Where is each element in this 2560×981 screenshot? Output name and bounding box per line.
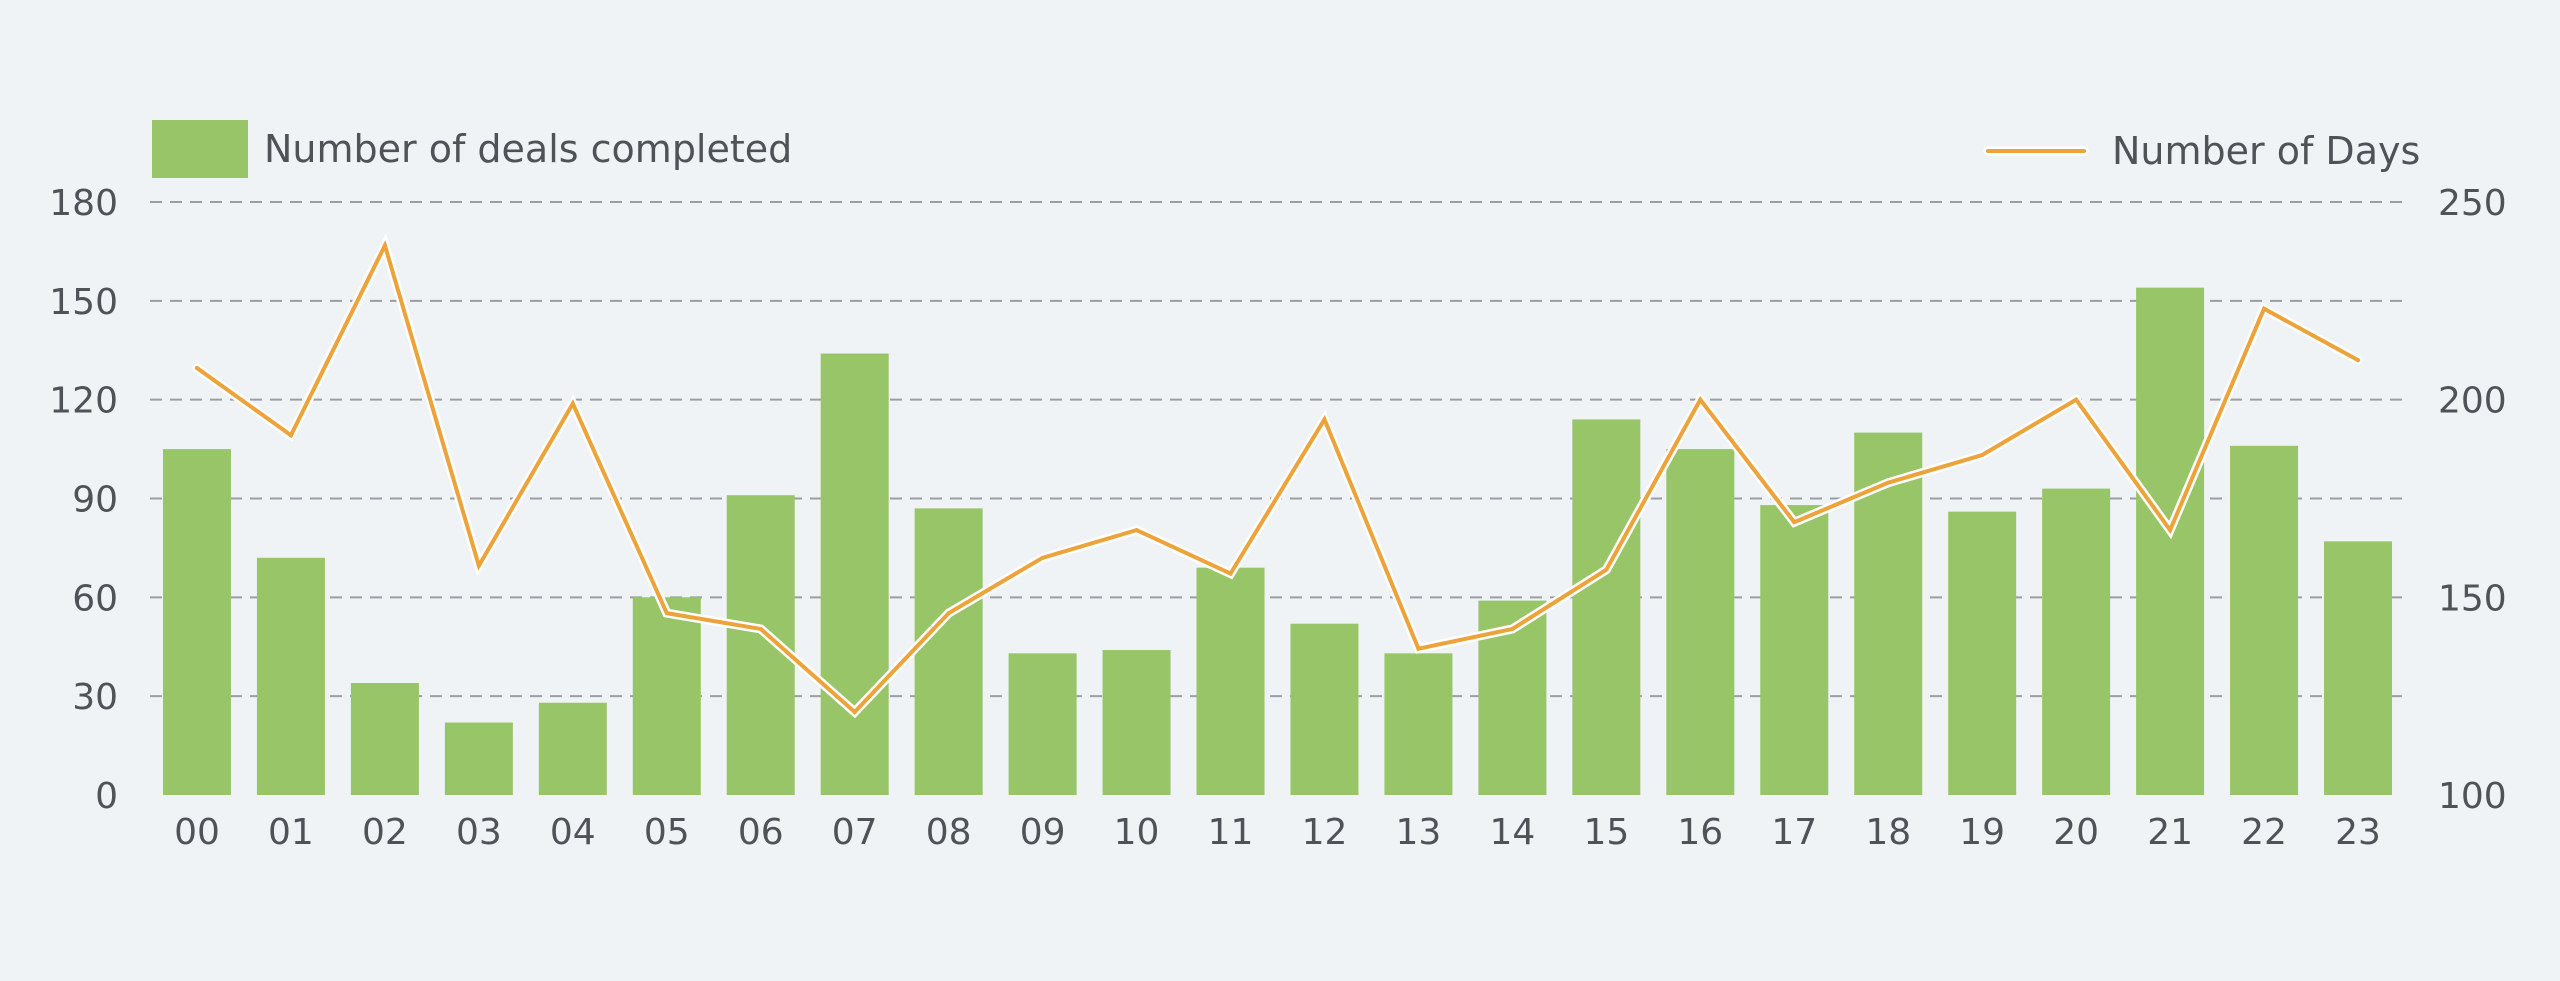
x-tick-label: 00 bbox=[174, 812, 220, 853]
bar bbox=[914, 508, 983, 795]
line-point bbox=[1040, 555, 1045, 560]
y-right-tick-label: 250 bbox=[2438, 183, 2507, 224]
legend-days: Number of Days bbox=[1983, 129, 2420, 173]
x-tick-label: 21 bbox=[2147, 812, 2193, 853]
y-axis-right: 100 150 200 250 bbox=[2438, 183, 2507, 817]
line-point bbox=[1228, 571, 1233, 576]
line-point bbox=[1886, 480, 1891, 485]
bar bbox=[1760, 505, 1829, 795]
line-point bbox=[2356, 358, 2361, 363]
x-tick-label: 05 bbox=[644, 812, 690, 853]
x-tick-label: 02 bbox=[362, 812, 408, 853]
x-tick-label: 11 bbox=[1208, 812, 1254, 853]
bar bbox=[2230, 445, 2299, 795]
y-left-tick-label: 180 bbox=[49, 183, 118, 224]
line-point bbox=[2262, 306, 2267, 311]
line-point bbox=[194, 366, 199, 371]
bar-series-deals bbox=[162, 287, 2393, 795]
line-point bbox=[1322, 417, 1327, 422]
line-point bbox=[1698, 397, 1703, 402]
y-left-tick-label: 0 bbox=[95, 776, 118, 817]
bar bbox=[1196, 567, 1265, 795]
y-left-tick-label: 90 bbox=[72, 480, 118, 521]
y-left-tick-label: 30 bbox=[72, 677, 118, 718]
y-left-tick-label: 120 bbox=[49, 381, 118, 422]
line-point bbox=[2168, 528, 2173, 533]
x-tick-label: 10 bbox=[1114, 812, 1160, 853]
line-point bbox=[476, 563, 481, 568]
x-tick-label: 14 bbox=[1489, 812, 1535, 853]
x-tick-label: 03 bbox=[456, 812, 502, 853]
bar bbox=[538, 702, 607, 795]
y-right-tick-label: 150 bbox=[2438, 578, 2507, 619]
bar bbox=[820, 353, 889, 795]
line-halo bbox=[192, 233, 2363, 719]
y-left-tick-label: 150 bbox=[49, 282, 118, 323]
bar bbox=[1666, 449, 1735, 795]
x-tick-label: 06 bbox=[738, 812, 784, 853]
line-point bbox=[2074, 397, 2079, 402]
x-tick-label: 15 bbox=[1583, 812, 1629, 853]
bar bbox=[162, 449, 231, 795]
x-tick-label: 22 bbox=[2241, 812, 2287, 853]
bar bbox=[1008, 653, 1077, 795]
legend-deals-swatch bbox=[152, 120, 248, 178]
x-tick-label: 18 bbox=[1865, 812, 1911, 853]
line-point bbox=[758, 626, 763, 631]
bar bbox=[2136, 287, 2205, 795]
x-tick-label: 23 bbox=[2335, 812, 2381, 853]
bar bbox=[350, 682, 419, 795]
x-axis: 00 01 02 03 04 05 06 07 08 09 10 11 12 13 14 15 16 17 18 19… bbox=[174, 812, 2381, 853]
x-tick-label: 20 bbox=[2053, 812, 2099, 853]
line-point bbox=[664, 611, 669, 616]
line-point bbox=[1510, 626, 1515, 631]
line-point bbox=[852, 709, 857, 714]
y-right-tick-label: 200 bbox=[2438, 381, 2507, 422]
line-point bbox=[1134, 528, 1139, 533]
bar bbox=[444, 722, 513, 795]
line-point bbox=[946, 611, 951, 616]
x-tick-label: 09 bbox=[1020, 812, 1066, 853]
bar bbox=[1102, 650, 1171, 795]
y-axis-left: 0 30 60 90 120 150 180 bbox=[49, 183, 118, 817]
x-tick-label: 12 bbox=[1302, 812, 1348, 853]
x-tick-label: 08 bbox=[926, 812, 972, 853]
bar bbox=[1948, 511, 2017, 795]
bar bbox=[1290, 623, 1359, 795]
y-left-tick-label: 60 bbox=[72, 578, 118, 619]
x-tick-label: 13 bbox=[1396, 812, 1442, 853]
line-point bbox=[382, 243, 387, 248]
bar bbox=[1572, 419, 1641, 795]
bar bbox=[2042, 488, 2111, 795]
line-point bbox=[1980, 453, 1985, 458]
x-tick-label: 07 bbox=[832, 812, 878, 853]
x-tick-label: 01 bbox=[268, 812, 314, 853]
x-tick-label: 16 bbox=[1677, 812, 1723, 853]
legend-deals: Number of deals completed bbox=[152, 120, 792, 178]
line-path bbox=[194, 240, 2361, 715]
bar bbox=[2324, 541, 2393, 795]
legend-days-label: Number of Days bbox=[2112, 129, 2420, 173]
x-tick-label: 04 bbox=[550, 812, 596, 853]
y-right-tick-label: 100 bbox=[2438, 776, 2507, 817]
line-series-days bbox=[192, 233, 2363, 719]
bar bbox=[632, 597, 701, 795]
x-tick-label: 17 bbox=[1771, 812, 1817, 853]
bar bbox=[256, 557, 325, 795]
line-point bbox=[1792, 520, 1797, 525]
line-point bbox=[570, 401, 575, 406]
legend-deals-label: Number of deals completed bbox=[264, 127, 792, 171]
x-tick-label: 19 bbox=[1959, 812, 2005, 853]
bar bbox=[1384, 653, 1453, 795]
line-point bbox=[1604, 567, 1609, 572]
line-point bbox=[1416, 646, 1421, 651]
line-point bbox=[288, 433, 293, 438]
